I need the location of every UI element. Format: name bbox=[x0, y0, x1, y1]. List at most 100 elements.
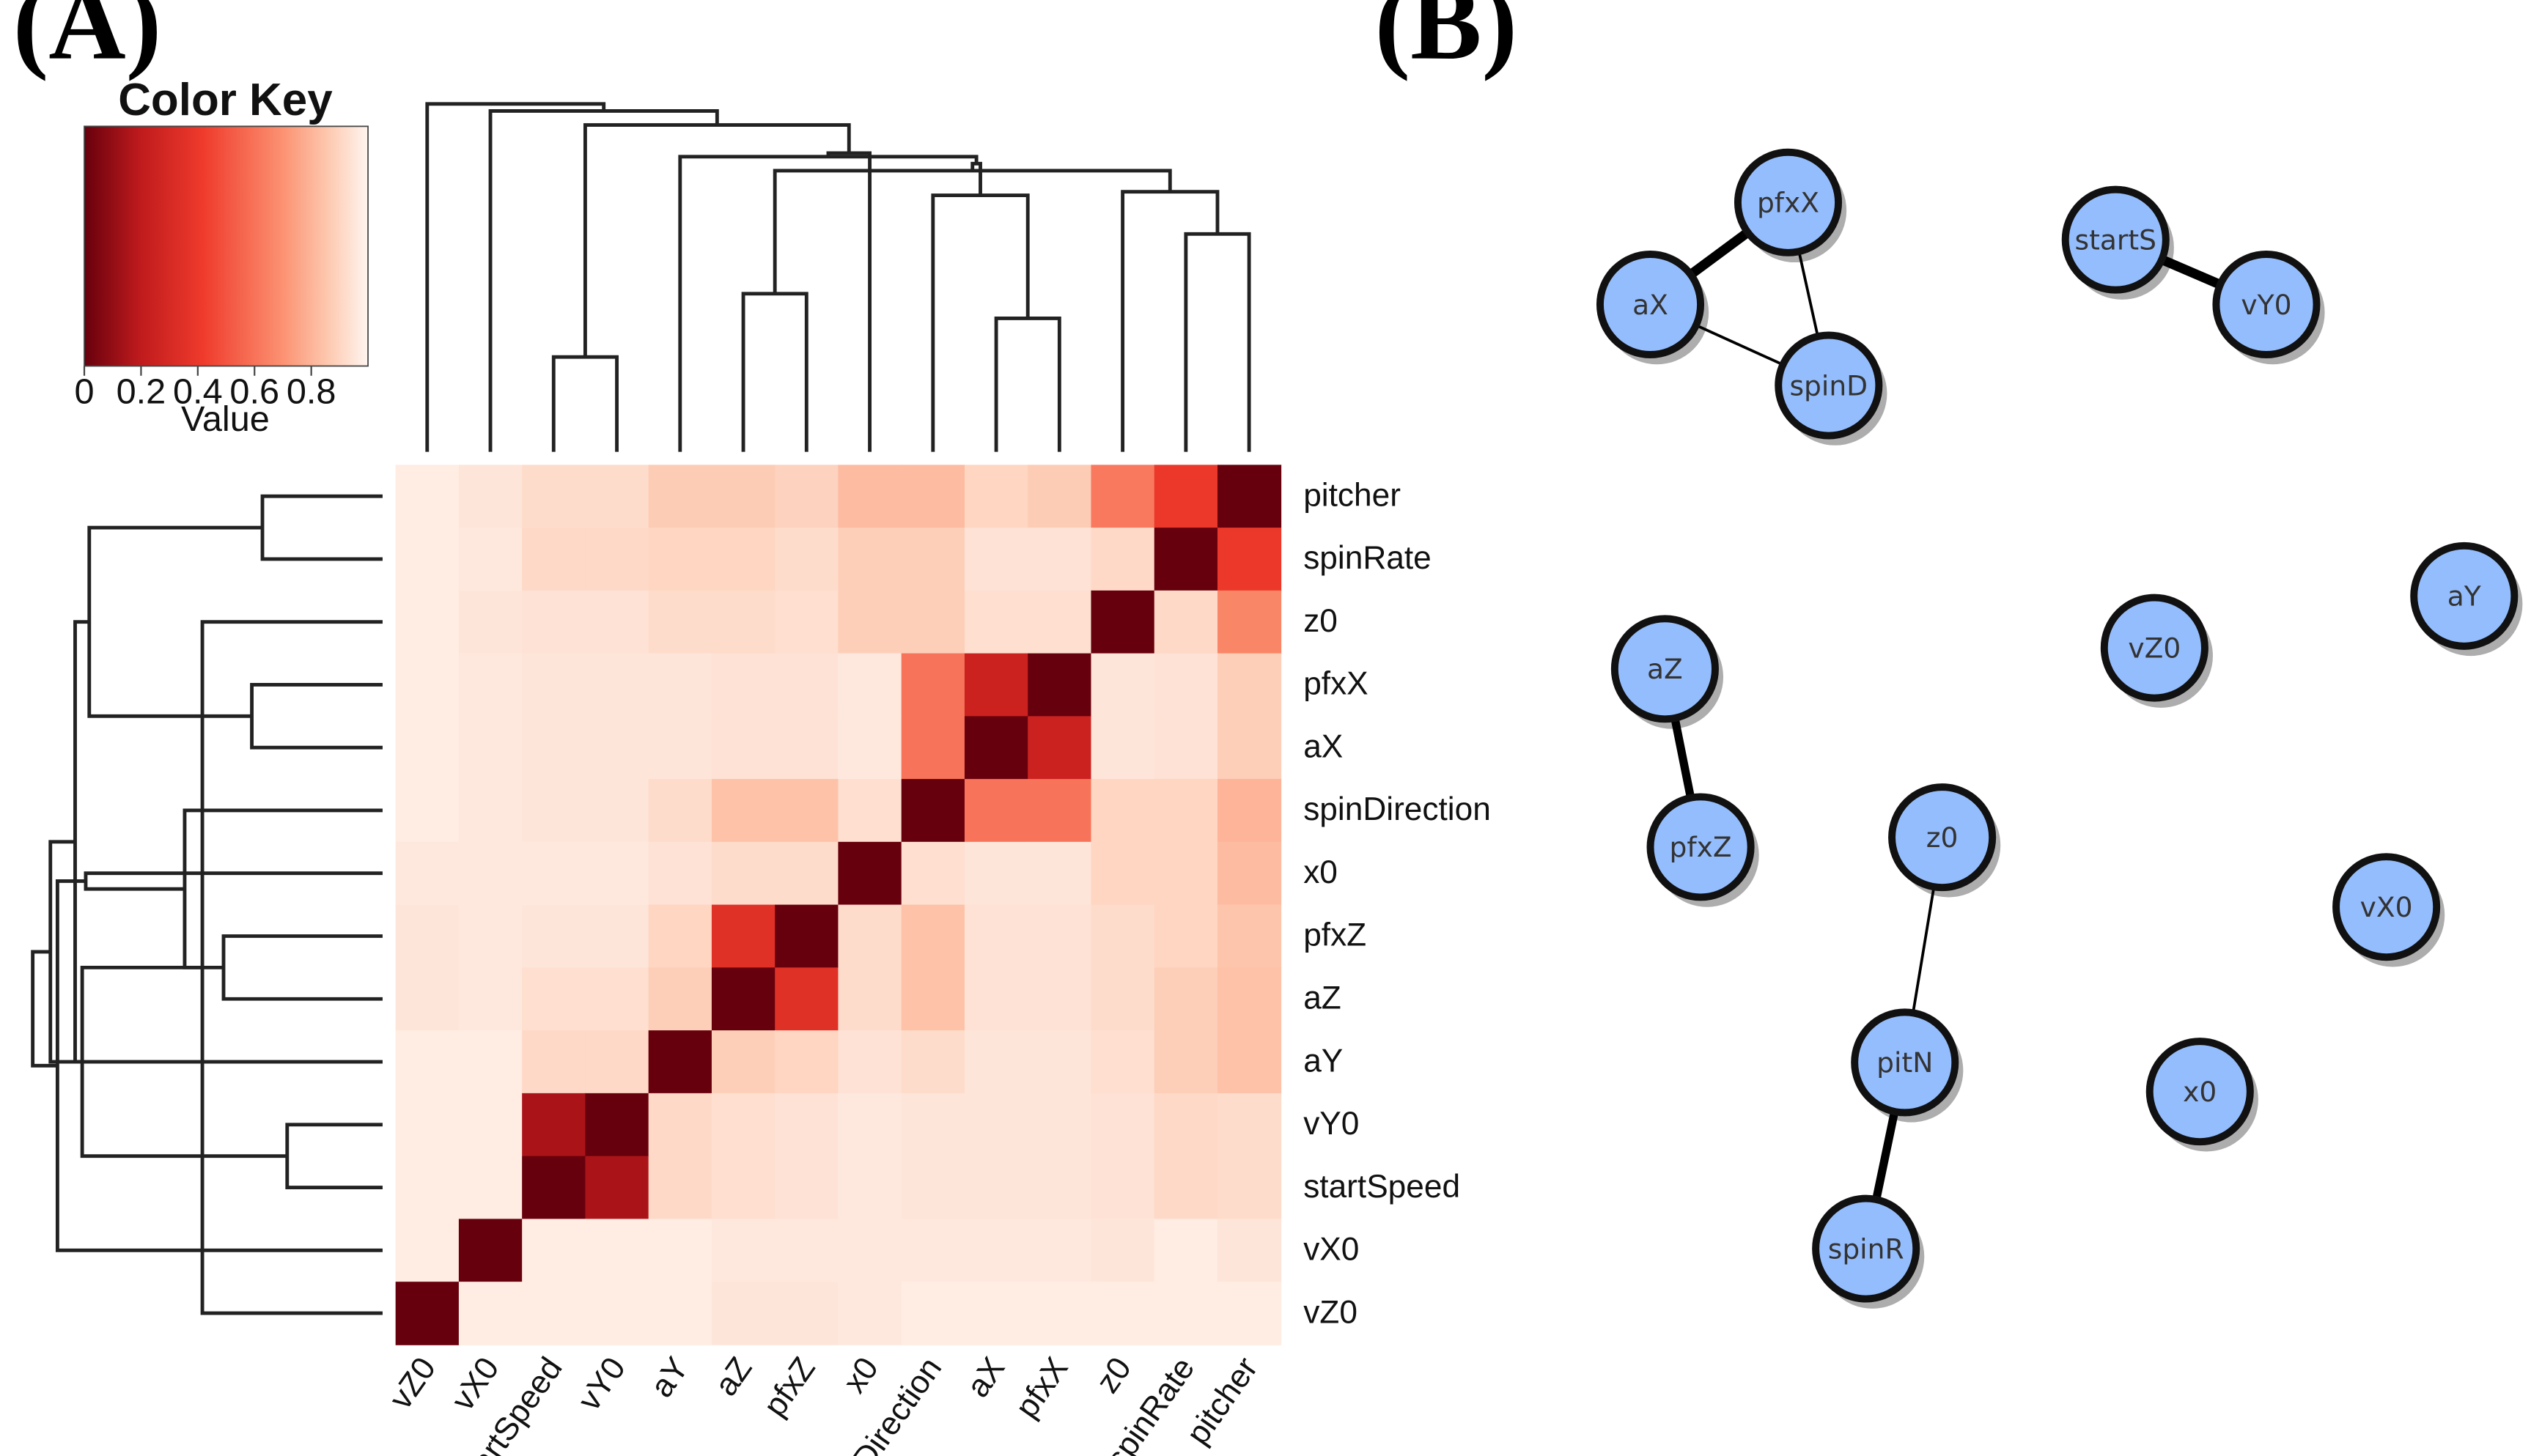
heatmap-cell bbox=[901, 904, 965, 969]
row-dendrogram-link bbox=[73, 620, 383, 1064]
heatmap-cell bbox=[458, 779, 523, 843]
heatmap-cell bbox=[458, 1030, 523, 1094]
column-label-z0: z0 bbox=[1089, 1350, 1138, 1399]
heatmap-cell bbox=[648, 841, 712, 906]
heatmap-cell bbox=[1028, 1093, 1092, 1157]
row-label-aX: aX bbox=[1303, 729, 1343, 765]
heatmap-cell bbox=[901, 465, 965, 528]
heatmap-cell bbox=[901, 653, 965, 717]
heatmap-cell bbox=[775, 779, 839, 843]
heatmap-cell bbox=[648, 716, 712, 780]
heatmap-cell bbox=[585, 841, 649, 906]
heatmap-cell bbox=[838, 465, 902, 528]
network-node-circle bbox=[1888, 783, 1997, 892]
heatmap-cell bbox=[1217, 1093, 1282, 1157]
heatmap-cell bbox=[648, 779, 712, 843]
heatmap-cell bbox=[1217, 590, 1282, 654]
heatmap-cell bbox=[458, 1156, 523, 1220]
heatmap-cell bbox=[458, 1219, 523, 1283]
network-node-label: vY0 bbox=[2241, 289, 2291, 321]
heatmap-cell bbox=[585, 967, 649, 1032]
row-dendrogram-link bbox=[221, 934, 383, 1001]
heatmap-cell bbox=[838, 967, 902, 1032]
heatmap-cell bbox=[1154, 1219, 1218, 1283]
row-label-pfxZ: pfxZ bbox=[1303, 917, 1366, 953]
heatmap-cell bbox=[1154, 1282, 1218, 1345]
network-node-label: x0 bbox=[2183, 1076, 2217, 1108]
heatmap-cell bbox=[458, 904, 523, 969]
network-node-label: aZ bbox=[1647, 653, 1683, 685]
network-node-circle bbox=[1596, 251, 1705, 359]
network-node-aX: aX bbox=[1596, 251, 1709, 365]
column-label-x0: x0 bbox=[836, 1350, 885, 1399]
heatmap-cell bbox=[1091, 1156, 1155, 1220]
network-node-circle bbox=[2061, 185, 2170, 294]
heatmap-cell bbox=[964, 465, 1029, 528]
heatmap-cell bbox=[964, 1282, 1029, 1345]
heatmap-cell bbox=[395, 1156, 460, 1220]
heatmap-cell bbox=[648, 1156, 712, 1220]
heatmap-cell bbox=[522, 465, 586, 528]
heatmap-cell bbox=[775, 653, 839, 717]
heatmap-cell bbox=[395, 841, 460, 906]
heatmap-cell bbox=[711, 904, 776, 969]
column-dendrogram-link bbox=[773, 169, 1172, 294]
heatmap-cell bbox=[838, 904, 902, 969]
heatmap-cell bbox=[585, 1093, 649, 1157]
heatmap-cell bbox=[901, 1093, 965, 1157]
row-dendrogram bbox=[31, 494, 383, 1315]
heatmap-cell bbox=[458, 967, 523, 1032]
network-node-circle bbox=[2212, 251, 2321, 359]
heatmap-cell bbox=[1091, 716, 1155, 780]
column-label-pfxX: pfxX bbox=[1009, 1350, 1075, 1424]
heatmap-cell bbox=[648, 1030, 712, 1094]
column-label-vX0: vX0 bbox=[445, 1350, 506, 1416]
network-node-label: pitN bbox=[1876, 1046, 1933, 1079]
heatmap-cell bbox=[901, 841, 965, 906]
heatmap-cell bbox=[711, 716, 776, 780]
heatmap-cell bbox=[395, 1282, 460, 1345]
row-label-pfxX: pfxX bbox=[1303, 666, 1368, 702]
heatmap-cell bbox=[711, 1156, 776, 1220]
heatmap-cell bbox=[1217, 653, 1282, 717]
heatmap-cell bbox=[775, 1030, 839, 1094]
heatmap-cell bbox=[1154, 590, 1218, 654]
heatmap-cell bbox=[775, 1219, 839, 1283]
heatmap-cell bbox=[522, 1093, 586, 1157]
heatmap-cell bbox=[1028, 1030, 1092, 1094]
color-key-title: Color Key bbox=[118, 75, 333, 125]
heatmap-cell bbox=[711, 465, 776, 528]
row-label-aZ: aZ bbox=[1303, 980, 1341, 1016]
row-label-aY: aY bbox=[1303, 1043, 1343, 1079]
row-label-z0: z0 bbox=[1303, 603, 1338, 639]
column-label-pfxZ: pfxZ bbox=[756, 1350, 822, 1422]
panel-b-label: (B) bbox=[1375, 0, 1518, 82]
row-label-pitcher: pitcher bbox=[1303, 477, 1401, 513]
heatmap-cell bbox=[1154, 1156, 1218, 1220]
heatmap-cell bbox=[775, 716, 839, 780]
heatmap-cell bbox=[1217, 841, 1282, 906]
network-node-aZ: aZ bbox=[1610, 615, 1724, 729]
network-node-label: vZ0 bbox=[2128, 632, 2181, 664]
heatmap-cell bbox=[458, 841, 523, 906]
heatmap-cell bbox=[395, 779, 460, 843]
color-key-tick-label: 0.6 bbox=[229, 372, 279, 411]
heatmap-cell bbox=[1217, 904, 1282, 969]
heatmap-cell bbox=[1217, 1030, 1282, 1094]
heatmap-cell bbox=[711, 528, 776, 591]
heatmap-cell bbox=[522, 1156, 586, 1220]
heatmap-cell bbox=[1217, 1156, 1282, 1220]
column-label-spinDirection: spinDirection bbox=[812, 1350, 949, 1456]
network-node-label: z0 bbox=[1926, 821, 1959, 854]
network-node-spinR: spinR bbox=[1812, 1194, 1925, 1309]
heatmap-cell bbox=[1091, 1219, 1155, 1283]
heatmap-cell bbox=[648, 1282, 712, 1345]
heatmap-cell bbox=[1091, 967, 1155, 1032]
heatmap-cell bbox=[964, 841, 1029, 906]
column-dendrogram-link bbox=[583, 123, 851, 358]
heatmap-cell bbox=[458, 653, 523, 717]
heatmap-cell bbox=[1154, 1093, 1218, 1157]
heatmap-cell bbox=[711, 653, 776, 717]
column-dendrogram-link bbox=[425, 102, 606, 452]
